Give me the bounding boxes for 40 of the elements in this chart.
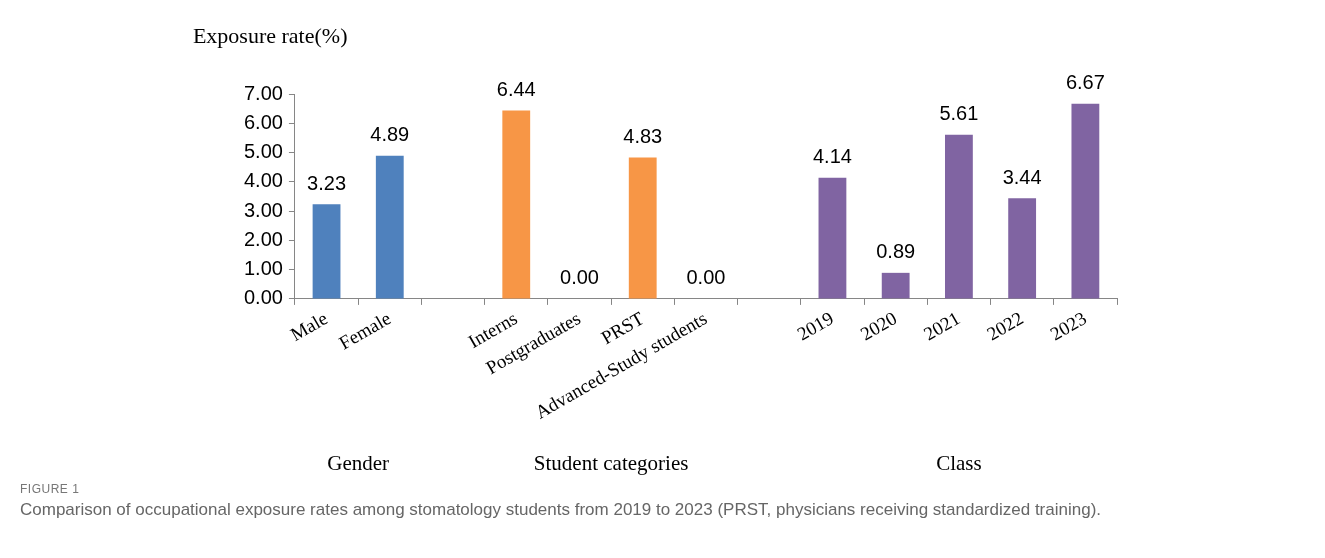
data-label: 0.89 bbox=[876, 240, 916, 263]
text: Comparison of occupational exposure rates among stomatology students from 2019 to 2023 (PRST, physicians receiving standardized training). bbox=[20, 500, 1103, 520]
text: Student categories bbox=[533, 451, 689, 475]
data-label: 6.67 bbox=[1065, 71, 1105, 94]
y-tick-label: 3.00 bbox=[243, 198, 283, 221]
bar bbox=[375, 155, 404, 299]
x-tick-label: 2019 bbox=[793, 307, 837, 345]
data-label: 6.44 bbox=[496, 77, 536, 100]
y-tick-label: 1.00 bbox=[243, 257, 283, 280]
y-axis-title: Exposure rate(%) bbox=[192, 22, 348, 48]
data-label: 4.83 bbox=[623, 125, 663, 148]
bar bbox=[818, 177, 847, 299]
x-tick-label: 2022 bbox=[983, 307, 1027, 345]
data-label: 4.14 bbox=[812, 145, 852, 168]
text: Class bbox=[936, 451, 982, 475]
x-tick-label: 2021 bbox=[920, 307, 964, 345]
bar bbox=[1071, 103, 1100, 299]
bar bbox=[1008, 198, 1037, 299]
data-label: 0.00 bbox=[686, 266, 726, 289]
bar bbox=[881, 272, 910, 299]
data-label: 4.89 bbox=[370, 123, 410, 146]
caption: FIGURE 1 bbox=[20, 482, 81, 496]
x-tick-label: 2020 bbox=[856, 307, 901, 345]
bar bbox=[628, 157, 657, 299]
y-tick-label: 7.00 bbox=[243, 81, 283, 104]
y-tick-label: 5.00 bbox=[243, 140, 283, 163]
data-label: 5.61 bbox=[939, 102, 979, 125]
bar bbox=[312, 204, 341, 299]
bar bbox=[502, 110, 531, 299]
text: Gender bbox=[327, 451, 390, 475]
data-label: 0.00 bbox=[560, 266, 599, 289]
y-tick-label: 6.00 bbox=[243, 110, 283, 133]
x-tick-label: 2023 bbox=[1046, 307, 1090, 345]
y-tick-label: 4.00 bbox=[243, 169, 283, 192]
y-tick-label: 0.00 bbox=[243, 286, 283, 309]
bar bbox=[945, 134, 973, 299]
data-label: 3.23 bbox=[307, 171, 347, 194]
y-tick-label: 2.00 bbox=[243, 227, 283, 250]
x-tick-label: Male bbox=[286, 307, 332, 346]
data-label: 3.44 bbox=[1002, 165, 1042, 188]
